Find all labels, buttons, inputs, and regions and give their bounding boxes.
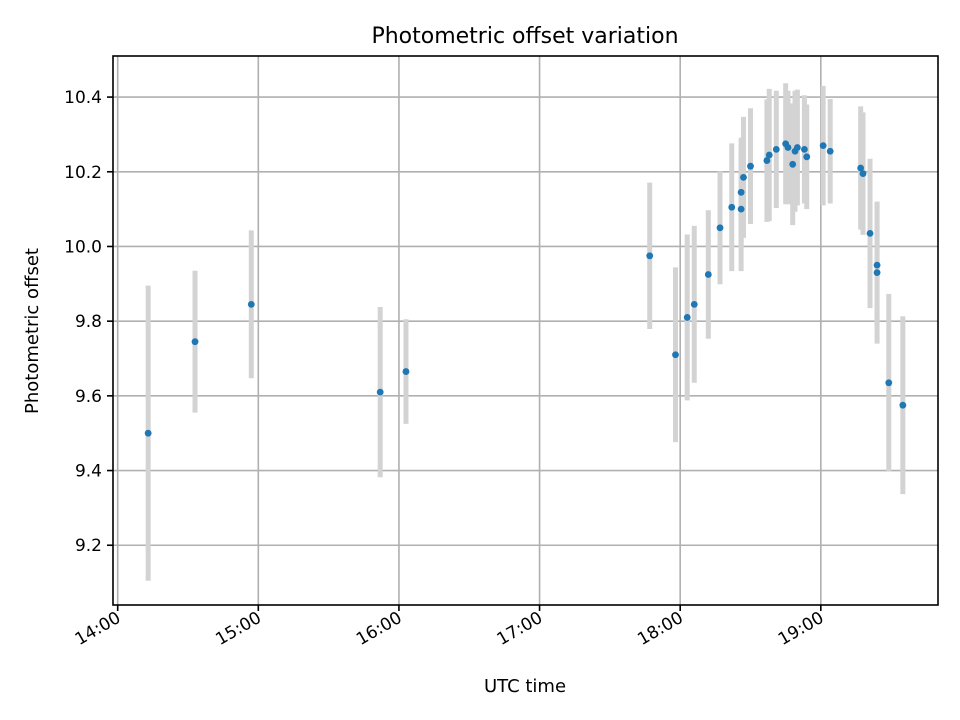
data-point xyxy=(803,153,811,161)
y-axis-label: Photometric offset xyxy=(22,248,43,414)
data-point xyxy=(873,269,881,277)
y-tick-label: 10.2 xyxy=(64,163,102,183)
data-point xyxy=(683,314,691,321)
data-point xyxy=(728,203,736,211)
data-point xyxy=(704,271,712,278)
data-point xyxy=(793,144,801,151)
data-point xyxy=(672,351,679,359)
data-point xyxy=(716,224,724,232)
data-point xyxy=(144,429,152,437)
data-point xyxy=(789,160,797,168)
data-point xyxy=(402,368,410,375)
data-point xyxy=(690,300,698,308)
data-point xyxy=(866,229,874,237)
data-point xyxy=(740,173,747,181)
data-point xyxy=(885,379,893,387)
data-point xyxy=(737,188,745,196)
plot-frame xyxy=(112,55,939,606)
y-tick-label: 9.2 xyxy=(75,536,102,556)
data-point xyxy=(801,145,808,153)
data-points xyxy=(144,140,907,437)
grid xyxy=(113,56,938,605)
chart-title: Photometric offset variation xyxy=(371,24,678,49)
y-tick-label: 9.8 xyxy=(75,312,102,332)
data-point xyxy=(737,205,745,213)
data-point xyxy=(859,170,867,178)
data-point xyxy=(765,151,773,159)
data-point xyxy=(899,401,907,409)
data-point xyxy=(772,145,780,153)
y-axis-ticks: 9.2 9.4 9.6 9.8 10.0 10.2 10.4 xyxy=(64,88,113,556)
x-axis-label: UTC time xyxy=(484,676,566,697)
data-point xyxy=(646,252,654,260)
y-tick-label: 10.4 xyxy=(64,88,102,108)
data-point xyxy=(376,388,384,396)
y-tick-label: 9.4 xyxy=(75,462,102,482)
y-tick-label: 9.6 xyxy=(75,387,102,407)
data-point xyxy=(819,142,827,150)
data-point xyxy=(763,157,771,164)
y-tick-label: 10.0 xyxy=(64,237,102,257)
data-point xyxy=(747,162,754,170)
data-point xyxy=(191,338,199,346)
data-point xyxy=(857,164,865,172)
data-point xyxy=(826,147,834,155)
data-point xyxy=(873,261,881,269)
data-point xyxy=(247,300,255,308)
data-point xyxy=(784,144,792,151)
